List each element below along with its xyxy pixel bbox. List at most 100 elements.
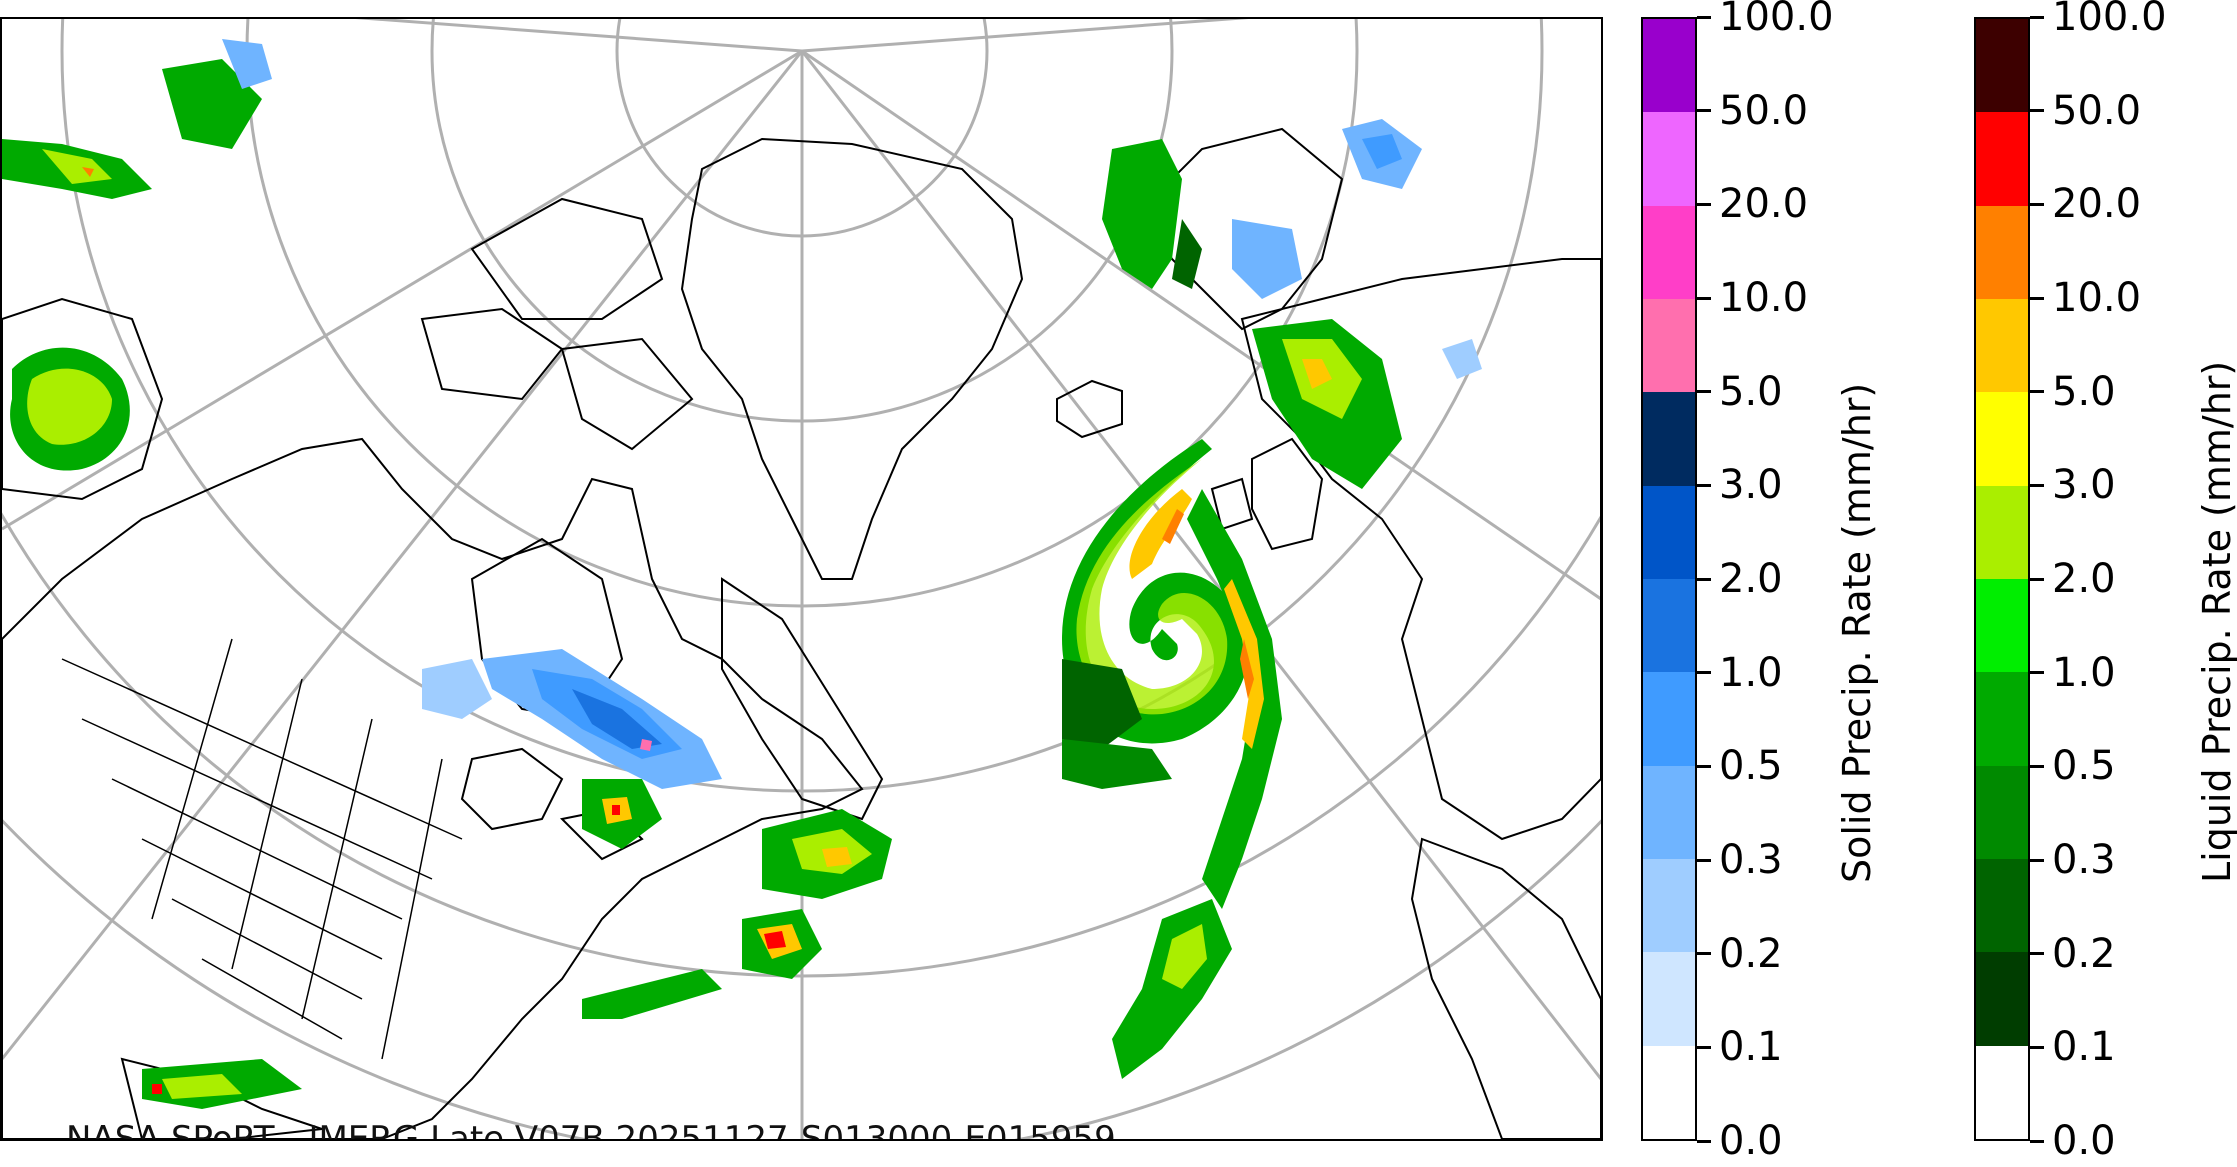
norwegian-sea-band	[1102, 139, 1182, 289]
solid-tick: 0.5	[1697, 746, 1783, 786]
state-borders	[61, 638, 463, 1060]
tick-mark	[2030, 577, 2044, 581]
liquid-tick-label: 0.5	[2052, 743, 2116, 790]
liquid-color-segment	[1976, 205, 2028, 300]
solid-color-segment	[1643, 485, 1695, 580]
solid-precip-axis-title: Solid Precip. Rate (mm/hr)	[1835, 382, 1879, 883]
solid-color-segment	[1643, 672, 1695, 766]
liquid-color-segment	[1976, 299, 2028, 393]
cold-front-band	[1187, 489, 1282, 909]
solid-color-segment	[1643, 765, 1695, 860]
tick-mark	[1697, 671, 1711, 675]
solid-tick-label: 0.1	[1719, 1024, 1783, 1071]
solid-tick: 20.0	[1697, 184, 1808, 224]
liquid-tick-label: 0.3	[2052, 837, 2116, 883]
liquid-color-segment	[1976, 19, 2028, 113]
tick-mark	[1697, 109, 1711, 113]
solid-tick: 0.3	[1697, 840, 1783, 880]
liquid-color-segment	[1976, 952, 2028, 1046]
liquid-color-segment	[1976, 392, 2028, 486]
tick-mark	[1697, 390, 1711, 394]
solid-tick: 0.2	[1697, 934, 1783, 974]
liquid-tick-label: 1.0	[2052, 649, 2116, 696]
liquid-tick: 10.0	[2030, 278, 2141, 318]
solid-tick-label: 0.0	[1719, 1118, 1783, 1164]
great-lakes-outline	[460, 747, 564, 831]
solid-precip-ticks: 0.0 0.1 0.2 0.3 0.5 1.0 2.0 3.0 5.0 10.0 20.0 50.0 1…	[1697, 0, 1834, 1161]
liquid-tick-label: 5.0	[2052, 368, 2116, 415]
solid-tick-label: 0.3	[1719, 837, 1783, 883]
tick-mark	[2030, 15, 2044, 19]
map-canvas	[2, 19, 1601, 1139]
liquid-color-segment	[1976, 485, 2028, 580]
liquid-tick: 1.0	[2030, 653, 2116, 693]
cyclone-band	[1062, 439, 1249, 744]
liquid-precip-axis-title: Liquid Precip. Rate (mm/hr)	[2195, 360, 2237, 883]
liquid-tick: 0.1	[2030, 1027, 2116, 1067]
liquid-precip-colorbar	[1974, 17, 2030, 1141]
meridian-line	[801, 49, 1601, 601]
liquid-color-segment	[1976, 579, 2028, 673]
liquid-tick-label: 0.1	[2052, 1024, 2116, 1071]
liquid-tick: 50.0	[2030, 91, 2141, 131]
tick-mark	[2030, 764, 2044, 768]
tick-mark	[2030, 1139, 2044, 1143]
liquid-tick: 0.3	[2030, 840, 2116, 880]
solid-tick: 0.1	[1697, 1027, 1783, 1067]
tick-mark	[1697, 296, 1711, 300]
arctic-islands-outline	[470, 197, 664, 320]
solid-tick-label: 100.0	[1719, 0, 1834, 40]
liquid-color-segment	[1976, 672, 2028, 766]
liquid-tick-label: 2.0	[2052, 556, 2116, 602]
solid-tick-label: 2.0	[1719, 556, 1783, 602]
solid-tick-label: 3.0	[1719, 462, 1783, 509]
liquid-tick-label: 3.0	[2052, 462, 2116, 509]
solid-tick: 10.0	[1697, 278, 1808, 318]
europe-outline	[1240, 258, 1601, 841]
solid-tick: 1.0	[1697, 653, 1783, 693]
north-america-outline	[2, 437, 864, 1139]
tick-mark	[2030, 202, 2044, 206]
meridian-line	[800, 50, 1601, 1080]
iceland-outline	[1056, 379, 1123, 439]
tick-mark	[1697, 202, 1711, 206]
solid-tick: 100.0	[1697, 0, 1834, 37]
tick-mark	[1697, 577, 1711, 581]
tick-mark	[1697, 952, 1711, 956]
liquid-color-segment	[1976, 112, 2028, 206]
liquid-precip	[2, 59, 1402, 1109]
solid-precip-colorbar	[1641, 17, 1697, 1141]
solid-color-segment	[1643, 112, 1695, 206]
tick-mark	[2030, 858, 2044, 862]
solid-color-segment	[1643, 392, 1695, 486]
meridian-line	[2, 50, 804, 1060]
tick-mark	[2030, 483, 2044, 487]
liquid-tick-label: 20.0	[2052, 181, 2142, 228]
liquid-tick: 3.0	[2030, 465, 2116, 505]
solid-tick-label: 10.0	[1719, 275, 1809, 321]
solid-color-segment	[1643, 299, 1695, 393]
solid-color-segment	[1643, 19, 1695, 113]
solid-tick: 2.0	[1697, 559, 1783, 599]
liquid-tick: 5.0	[2030, 372, 2116, 412]
tick-mark	[1697, 1139, 1711, 1143]
liquid-tick-label: 100.0	[2052, 0, 2167, 40]
tick-mark	[2030, 109, 2044, 113]
solid-tick: 0.0	[1697, 1121, 1783, 1161]
tick-mark	[1697, 483, 1711, 487]
liquid-tick-label: 10.0	[2052, 275, 2142, 321]
tick-mark	[1697, 1045, 1711, 1049]
tick-mark	[2030, 952, 2044, 956]
solid-tick-label: 20.0	[1719, 181, 1809, 228]
solid-color-segment	[1643, 579, 1695, 673]
liquid-tick-label: 50.0	[2052, 87, 2142, 134]
british-isles-outline	[1251, 437, 1324, 551]
meridian-line	[801, 19, 1249, 53]
meridian-line	[2, 49, 803, 531]
data-credit: NASA SPoRT - IMERG Late V07B 20251127-S0…	[66, 1119, 1116, 1141]
solid-tick-label: 50.0	[1719, 87, 1809, 134]
liquid-tick: 2.0	[2030, 559, 2116, 599]
liquid-tick-label: 0.0	[2052, 1118, 2116, 1164]
solid-tick: 50.0	[1697, 91, 1808, 131]
solid-color-segment	[1643, 1045, 1695, 1139]
